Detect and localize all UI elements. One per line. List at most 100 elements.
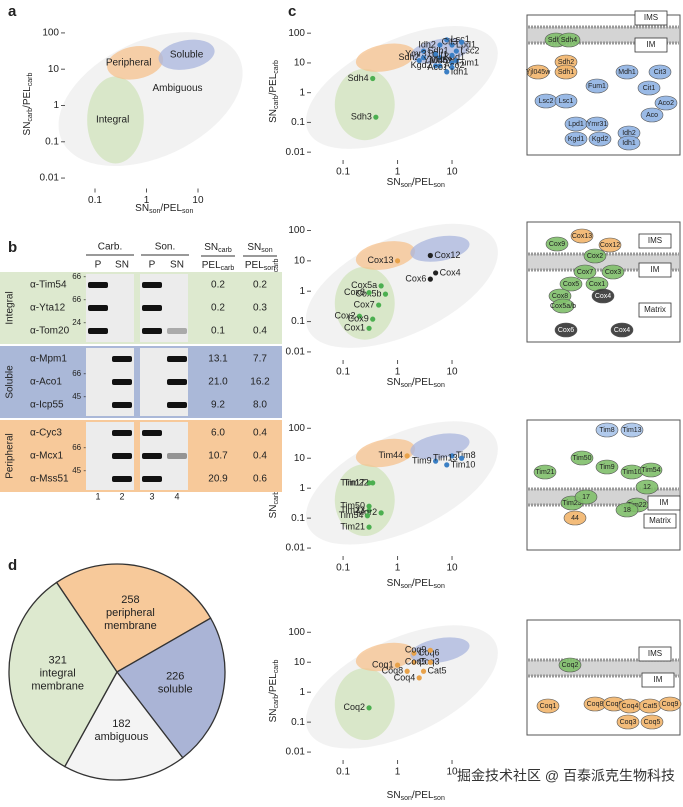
y-tick-label: 0.01 xyxy=(40,173,60,184)
compartment-label: IM xyxy=(647,40,656,49)
subscript: son xyxy=(264,265,275,272)
point xyxy=(427,252,433,259)
subscript: son xyxy=(434,182,445,189)
y-tick-label: 10 xyxy=(294,453,306,464)
band xyxy=(142,328,162,334)
point-label: Cox6 xyxy=(405,273,426,283)
compartment-box xyxy=(641,672,675,688)
region xyxy=(158,39,215,70)
text-part: SN xyxy=(22,122,33,136)
protein-label: Yjl045w xyxy=(526,69,551,76)
x-axis-label: SNson/PELson xyxy=(387,377,445,390)
ratio-carb: 9.2 xyxy=(211,400,225,411)
point-label: Mgr2 xyxy=(357,507,378,517)
point-label: Aco2 xyxy=(444,60,465,70)
slice-label: 321 integral membrane xyxy=(31,655,84,693)
y-tick-label: 0.01 xyxy=(286,347,306,358)
slice-name: peripheral xyxy=(106,607,155,619)
band xyxy=(142,305,162,311)
band xyxy=(88,328,108,334)
point xyxy=(459,39,465,45)
y-tick-label: 1 xyxy=(299,483,305,494)
antibody: α-Mcx1 xyxy=(30,451,63,462)
text-part: SN xyxy=(135,203,149,214)
text-part: /PEL xyxy=(160,203,182,214)
subscript: carb xyxy=(273,491,280,505)
point xyxy=(444,37,450,43)
protein-label: Tim21 xyxy=(535,469,554,476)
subscript: carb xyxy=(218,247,232,254)
text-part: /PEL xyxy=(412,790,434,801)
point-label: Tim44 xyxy=(378,450,403,460)
group-label: Soluble xyxy=(5,365,16,399)
y-tick-label: 10 xyxy=(48,64,60,75)
band xyxy=(112,379,132,385)
protein-label: Cox5a/b xyxy=(550,303,576,310)
point-label: Sdh4 xyxy=(348,73,369,83)
protein xyxy=(648,64,672,80)
band xyxy=(112,356,132,362)
point-label: Coq1 xyxy=(372,660,394,670)
slice-name: integral xyxy=(40,668,76,680)
region xyxy=(87,76,144,164)
y-tick-label: 10 xyxy=(294,58,306,69)
subscript: carb xyxy=(273,258,280,272)
subscript: son xyxy=(261,247,272,254)
slice-value: 182 xyxy=(112,718,130,730)
point-label: Cox12 xyxy=(434,250,460,260)
compartment-label: Matrix xyxy=(649,516,671,525)
subscript: son xyxy=(401,583,412,590)
point xyxy=(427,647,433,653)
protein xyxy=(583,248,607,264)
compartment-label: IMS xyxy=(644,13,658,22)
subscript: carb xyxy=(273,695,280,709)
ratio-carb: 13.1 xyxy=(208,354,228,365)
panel-letter: a xyxy=(8,3,17,20)
protein xyxy=(557,32,581,48)
compartment-box xyxy=(634,10,668,26)
y-axis-label: SNcarb/PELcarb xyxy=(268,60,281,123)
band xyxy=(112,476,132,482)
protein-label: Sdh1 xyxy=(558,69,574,76)
subscript: carb xyxy=(221,265,235,272)
region xyxy=(305,26,498,149)
text-part: SN xyxy=(268,505,279,519)
protein xyxy=(585,116,609,132)
protein-label: Coq3 xyxy=(620,719,637,726)
region-label: Integral xyxy=(96,115,129,126)
protein-label: Cit1 xyxy=(643,85,656,92)
lane-number: 4 xyxy=(174,491,179,501)
ratio-son: 0.3 xyxy=(253,303,267,314)
y-axis-label: SNcarb/PELcarb xyxy=(268,659,281,722)
antibody: α-Mpm1 xyxy=(30,354,67,365)
x-tick-label: 10 xyxy=(192,195,204,206)
protein-label: 18 xyxy=(623,507,631,514)
point-label: Cox7 xyxy=(354,299,375,309)
point-label: Aco1 xyxy=(428,62,449,72)
protein xyxy=(615,64,639,80)
mw-marker: 24 - xyxy=(72,318,86,327)
protein xyxy=(639,462,663,478)
region xyxy=(107,45,164,80)
protein-label: Cox3 xyxy=(605,269,621,276)
region xyxy=(410,637,470,664)
protein-label: Aco xyxy=(646,112,658,119)
point-label: Sdh1 xyxy=(428,45,449,55)
point-label: Mdh1 xyxy=(430,55,453,65)
band xyxy=(88,282,108,288)
point xyxy=(356,313,363,319)
protein-label: Ymr31 xyxy=(587,121,608,128)
protein-label: 12 xyxy=(643,484,651,491)
point xyxy=(366,524,372,530)
protein-label: Fum1 xyxy=(588,83,606,90)
protein-label: Idh1 xyxy=(622,140,636,147)
ratio-header: SNson xyxy=(247,242,272,255)
point xyxy=(378,283,384,289)
ratio-son: 0.6 xyxy=(253,474,267,485)
point xyxy=(411,650,417,656)
protein-label: Tim9 xyxy=(599,464,614,471)
band xyxy=(112,430,132,436)
point xyxy=(453,57,459,64)
band xyxy=(112,402,132,408)
x-tick-label: 1 xyxy=(395,767,401,778)
